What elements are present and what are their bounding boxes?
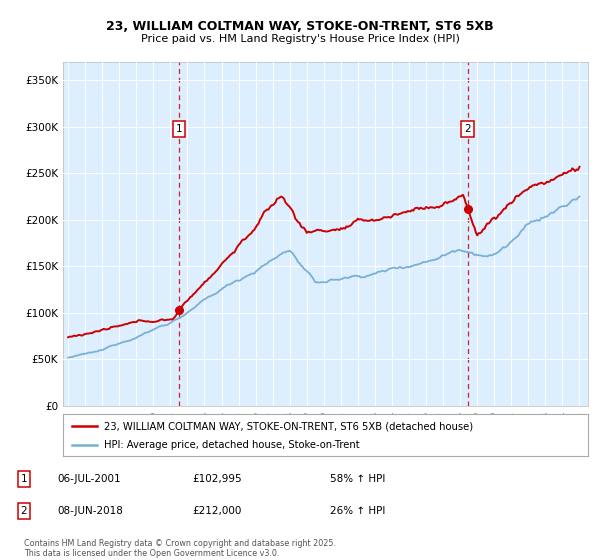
- Text: 1: 1: [176, 124, 182, 134]
- Text: 06-JUL-2001: 06-JUL-2001: [57, 474, 121, 484]
- Text: £212,000: £212,000: [192, 506, 241, 516]
- Text: 23, WILLIAM COLTMAN WAY, STOKE-ON-TRENT, ST6 5XB: 23, WILLIAM COLTMAN WAY, STOKE-ON-TRENT,…: [106, 20, 494, 32]
- Text: Contains HM Land Registry data © Crown copyright and database right 2025.
This d: Contains HM Land Registry data © Crown c…: [24, 539, 336, 558]
- Text: 26% ↑ HPI: 26% ↑ HPI: [330, 506, 385, 516]
- Text: 23, WILLIAM COLTMAN WAY, STOKE-ON-TRENT, ST6 5XB (detached house): 23, WILLIAM COLTMAN WAY, STOKE-ON-TRENT,…: [104, 421, 473, 431]
- Text: 2: 2: [464, 124, 471, 134]
- Text: Price paid vs. HM Land Registry's House Price Index (HPI): Price paid vs. HM Land Registry's House …: [140, 34, 460, 44]
- Text: HPI: Average price, detached house, Stoke-on-Trent: HPI: Average price, detached house, Stok…: [104, 440, 359, 450]
- Text: 58% ↑ HPI: 58% ↑ HPI: [330, 474, 385, 484]
- Text: 2: 2: [20, 506, 28, 516]
- Text: £102,995: £102,995: [192, 474, 242, 484]
- Text: 1: 1: [20, 474, 28, 484]
- Text: 08-JUN-2018: 08-JUN-2018: [57, 506, 123, 516]
